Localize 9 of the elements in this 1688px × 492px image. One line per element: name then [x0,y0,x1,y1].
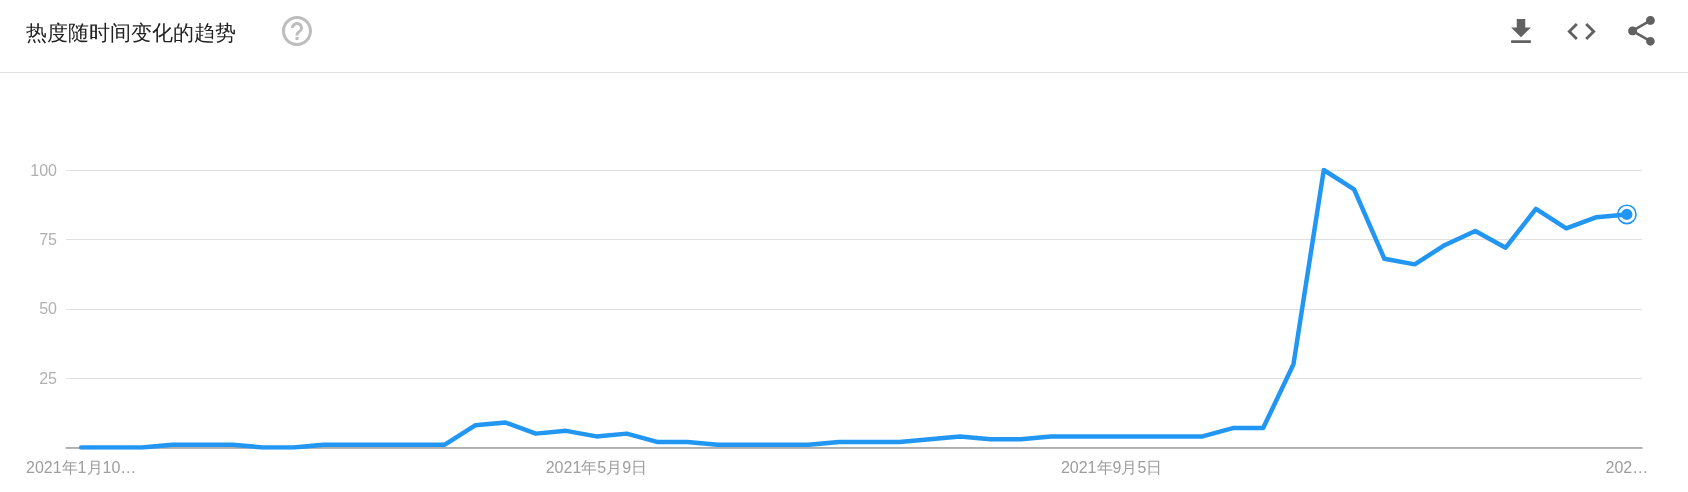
y-tick-label: 75 [39,230,58,248]
x-tick-label: 2021年1月10… [26,459,137,476]
chart-title: 热度随时间变化的趋势 [26,21,236,44]
x-tick-label: 2021年5月9日 [545,459,648,476]
y-tick-label: 50 [39,300,58,318]
y-tick-label: 25 [39,369,58,387]
x-tick-label: 2021年9月5日 [1060,459,1163,476]
y-tick-label: 100 [30,161,58,179]
x-tick-label: 202… [1605,459,1649,476]
